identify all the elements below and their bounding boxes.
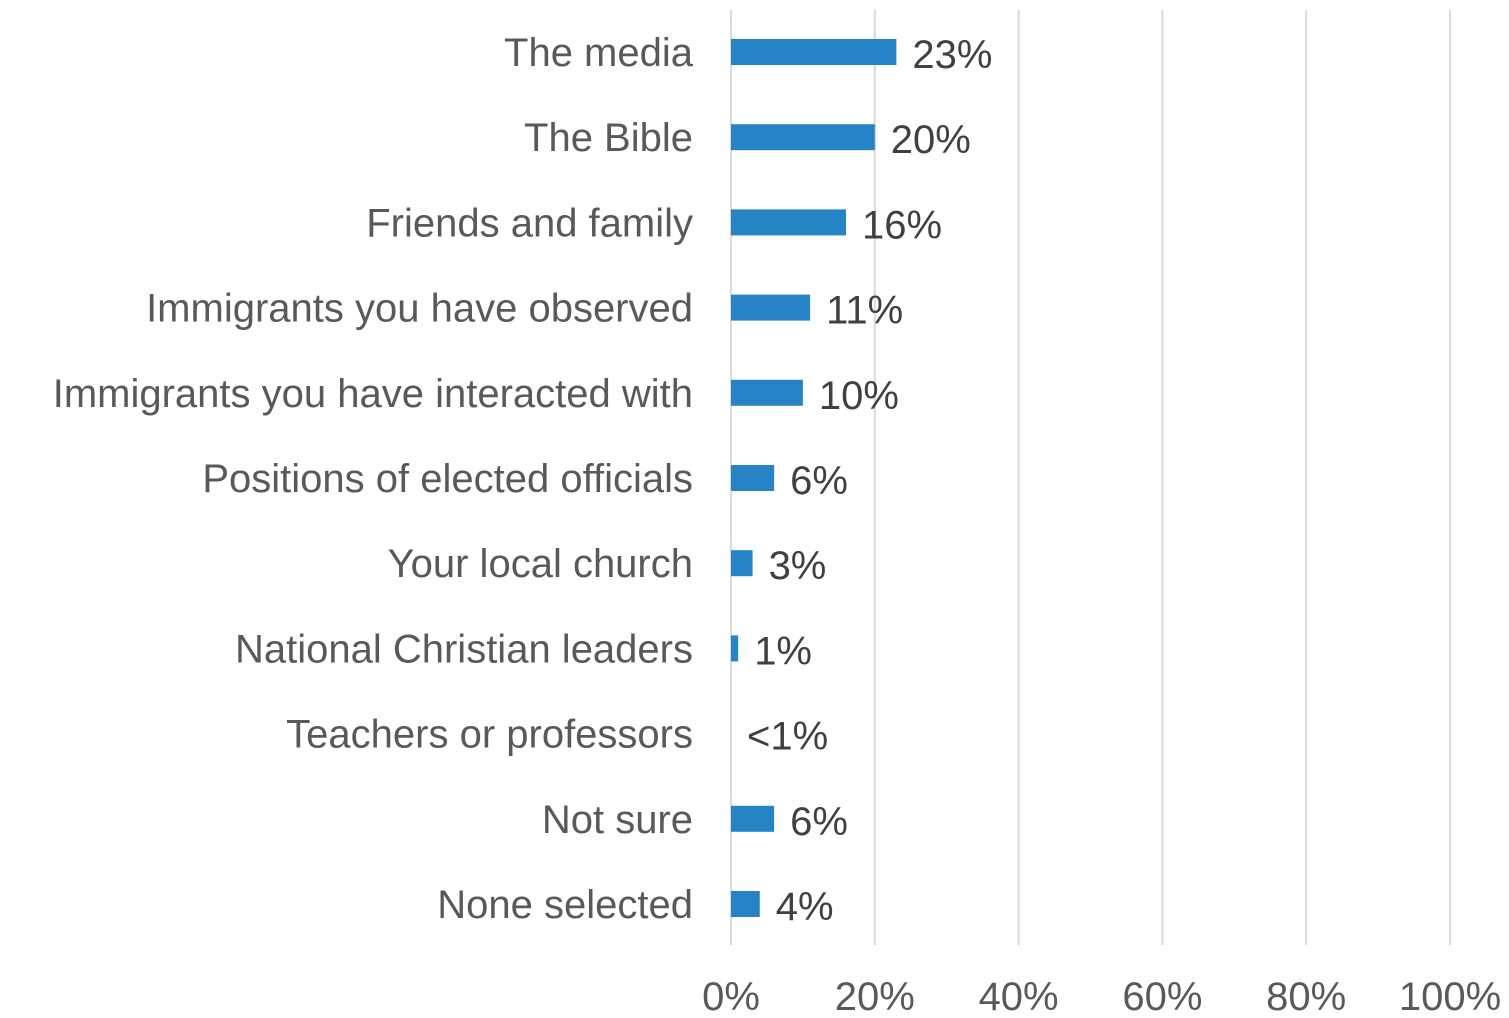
bar — [731, 635, 739, 662]
bar — [731, 805, 775, 832]
x-tick-label: 20% — [835, 975, 915, 1013]
bar — [731, 294, 811, 321]
category-label: Not sure — [542, 798, 693, 842]
category-label: None selected — [437, 883, 693, 927]
category-label: Positions of elected officials — [202, 457, 693, 501]
data-label: 23% — [912, 33, 992, 77]
x-tick-label: 40% — [979, 975, 1059, 1013]
category-label: Immigrants you have interacted with — [53, 372, 693, 416]
x-tick-label: 100% — [1399, 975, 1501, 1013]
x-tick-label: 80% — [1266, 975, 1346, 1013]
category-label: Friends and family — [366, 201, 693, 245]
bar — [731, 379, 803, 406]
data-label: 11% — [826, 289, 903, 333]
data-label: <1% — [747, 715, 828, 759]
bar — [731, 465, 775, 491]
x-tick-label: 0% — [702, 975, 760, 1013]
bars — [731, 39, 897, 917]
data-labels: 23% 20% 16% 11% 10% 6% 3% 1% <1% 6% 4% — [747, 33, 992, 929]
x-tick-label: 60% — [1122, 975, 1202, 1013]
data-label: 4% — [776, 885, 834, 929]
category-label: Your local church — [388, 542, 693, 586]
data-label: 1% — [754, 629, 812, 673]
bar — [731, 891, 760, 917]
category-label: The Bible — [524, 116, 693, 160]
data-label: 16% — [862, 203, 942, 247]
bar — [731, 124, 875, 151]
category-label: National Christian leaders — [235, 627, 693, 671]
category-labels: The media The Bible Friends and family Immi… — [53, 31, 694, 927]
category-label: Teachers or professors — [286, 713, 693, 757]
bar — [731, 209, 847, 236]
category-label: The media — [504, 31, 694, 75]
gridlines — [730, 10, 1451, 945]
data-label: 20% — [891, 118, 971, 162]
data-label: 6% — [790, 800, 848, 844]
bar — [731, 39, 897, 65]
x-axis-tick-labels: 0% 20% 40% 60% 80% 100% — [702, 975, 1501, 1018]
data-label: 10% — [819, 374, 899, 418]
data-label: 3% — [769, 544, 827, 588]
bar — [731, 550, 753, 577]
category-label: Immigrants you have observed — [146, 287, 693, 331]
data-label: 6% — [790, 459, 848, 503]
